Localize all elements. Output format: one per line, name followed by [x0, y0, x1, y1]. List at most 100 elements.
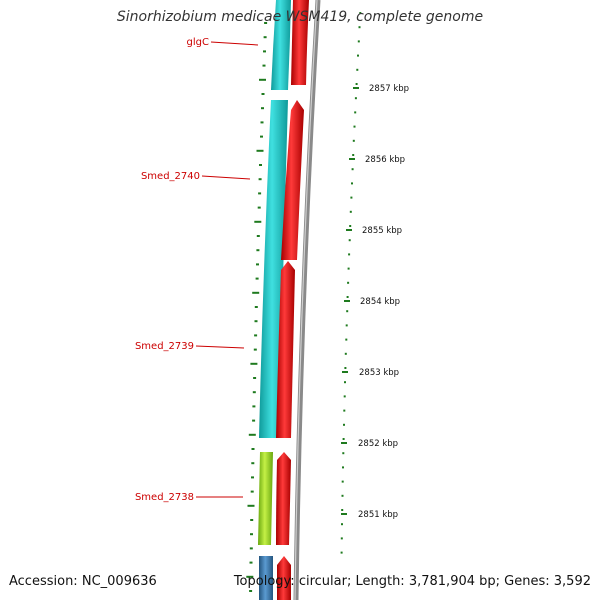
separator: ; [346, 574, 356, 589]
inner-scale-dot [261, 107, 264, 110]
outer-scale-dot [347, 281, 350, 284]
inner-scale-dot [262, 64, 266, 67]
cds-feature-red-5 [277, 556, 291, 600]
outer-scale-dot [345, 324, 348, 327]
outer-scale-dot [348, 239, 351, 242]
genes-value: 3,592 [553, 574, 591, 589]
inner-scale-major-dash [259, 78, 266, 81]
gene-leader-Smed_2739 [195, 345, 245, 349]
outer-scale-dot [341, 480, 344, 483]
gene-label-glgC[interactable]: glgC [187, 37, 209, 48]
gene-label-Smed_2739[interactable]: Smed_2739 [135, 341, 194, 352]
inner-scale-dot [252, 405, 256, 408]
outer-scale-dot [352, 139, 355, 142]
outer-scale-dot [346, 296, 349, 298]
outer-scale-dot [349, 210, 352, 213]
outer-scale-dot [343, 395, 346, 398]
kbp-label-2857: 2857 kbp [369, 84, 409, 94]
inner-scale-dot [256, 249, 260, 252]
outer-scale-dot [342, 438, 345, 440]
inner-scale-marks [246, 22, 268, 592]
outer-scale-dot [342, 466, 344, 469]
outer-scale-dot [355, 83, 358, 85]
genes-label: Genes: [504, 574, 550, 589]
outer-scale-dot [354, 111, 357, 114]
outer-scale-dot [342, 452, 345, 455]
cds-feature-red-4 [276, 452, 291, 545]
inner-scale-dot [252, 419, 256, 422]
inner-scale-dot [258, 178, 262, 181]
outer-scale-dot [344, 352, 347, 355]
inner-scale-dot [259, 164, 262, 166]
outer-scale-dot [350, 196, 353, 199]
outer-scale-dot [356, 68, 359, 71]
inner-scale-major-dash [250, 362, 258, 365]
inner-scale-dot [263, 50, 266, 53]
inner-scale-major-dash [247, 504, 255, 507]
outer-scale-dot [347, 267, 350, 270]
genome-backbone [293, 0, 321, 600]
topology-label: Topology: [233, 574, 295, 589]
accession-value: NC_009636 [81, 574, 157, 589]
inner-scale-dot [254, 334, 258, 337]
gene-label-Smed_2738[interactable]: Smed_2738 [135, 492, 194, 503]
outer-scale-dot [341, 523, 343, 526]
inner-scale-dot [261, 93, 265, 95]
inner-scale-dot [256, 263, 259, 266]
map-title: Sinorhizobium medicae WSM419, complete g… [116, 9, 484, 25]
cds-feature-blue [259, 556, 273, 600]
outer-scale-dot [351, 168, 354, 171]
outer-scale-dot [353, 125, 356, 128]
genome-backbone-highlight [294, 0, 318, 600]
outer-scale-dot [344, 381, 346, 384]
inner-scale-dot [257, 206, 261, 209]
inner-scale-major-dash [246, 575, 254, 578]
inner-scale-major-dash [248, 433, 256, 436]
outer-scale-dot [341, 494, 344, 497]
inner-scale-major-dash [252, 291, 260, 294]
outer-scale-dot [341, 509, 344, 511]
accession-label: Accession: [9, 574, 78, 589]
cds-feature-lime [258, 452, 273, 545]
inner-scale-dot [264, 22, 268, 24]
inner-scale-dot [251, 462, 255, 465]
inner-scale-major-dash [256, 149, 264, 152]
inner-scale-dot [249, 547, 253, 550]
inner-scale-dot [251, 476, 254, 479]
inner-scale-dot [255, 277, 259, 280]
outer-scale-dot [351, 182, 353, 185]
outer-scale-dot [344, 367, 347, 369]
inner-scale-dot [254, 306, 258, 308]
cds-feature-red-2 [281, 100, 304, 260]
outer-scale-dot [358, 26, 361, 29]
kbp-label-2855: 2855 kbp [362, 226, 402, 236]
outer-scale-dot [357, 40, 360, 43]
kbp-label-2854: 2854 kbp [360, 297, 400, 307]
outer-scale-dot [340, 537, 343, 540]
inner-scale-dot [260, 121, 264, 124]
outer-scale-marks [340, 12, 362, 554]
outer-scale-dot [345, 338, 348, 341]
kbp-label-2851: 2851 kbp [358, 510, 398, 520]
outer-scale-dot [343, 409, 346, 412]
inner-scale-dot [249, 590, 253, 592]
cds-feature-red-3 [276, 261, 295, 438]
kbp-scale: 2857 kbp 2856 kbp 2855 kbp 2854 kbp 2853… [341, 84, 409, 520]
inner-scale-dot [256, 235, 260, 237]
kbp-label-2856: 2856 kbp [365, 155, 405, 165]
cds-feature-red-1 [291, 0, 309, 85]
accession-info: Accession: NC_009636 [9, 574, 157, 589]
inner-scale-dot [258, 192, 262, 195]
inner-scale-dot [263, 36, 267, 39]
cds-feature-cyan-top [271, 0, 291, 90]
outer-scale-dot [357, 54, 359, 57]
gene-label-Smed_2740[interactable]: Smed_2740 [141, 171, 200, 182]
kbp-label-2853: 2853 kbp [359, 368, 399, 378]
inner-scale-dot [252, 391, 256, 394]
inner-scale-dot [254, 320, 258, 323]
outer-scale-dot [348, 253, 351, 256]
inner-scale-dot [253, 377, 257, 379]
inner-scale-dot [250, 490, 254, 493]
